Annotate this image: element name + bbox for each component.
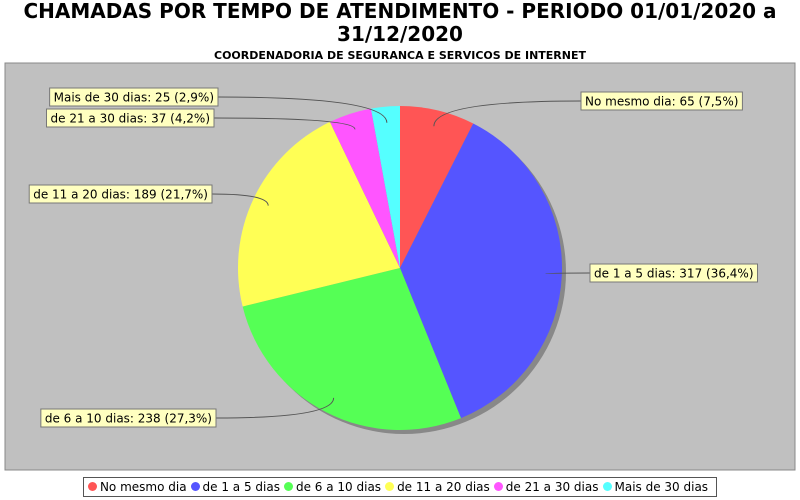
legend-label: de 1 a 5 dias — [202, 480, 280, 494]
legend-label: de 21 a 30 dias — [505, 480, 599, 494]
legend-label: Mais de 30 dias — [614, 480, 709, 494]
label-box — [580, 91, 743, 111]
label-text: de 6 a 10 dias: 238 (27,3%) — [45, 412, 212, 426]
label-box — [28, 184, 213, 204]
slice-label: de 21 a 30 dias: 37 (4,2%) — [46, 108, 215, 128]
link-line — [211, 193, 269, 206]
label-text: Mais de 30 dias: 25 (2,9%) — [54, 91, 214, 105]
legend-label: de 11 a 20 dias — [397, 480, 490, 494]
legend-label: de 6 a 10 dias — [295, 480, 382, 494]
link-line — [433, 100, 582, 127]
pie-slice — [242, 268, 461, 430]
legend-item: de 6 a 10 dias — [283, 480, 382, 494]
legend-item: de 11 a 20 dias — [385, 480, 490, 494]
slice-label: No mesmo dia: 65 (7,5%) — [580, 91, 743, 111]
slice-label: Mais de 30 dias: 25 (2,9%) — [49, 87, 219, 107]
link-line — [217, 96, 388, 123]
slice-label: de 1 a 5 dias: 317 (36,4%) — [589, 263, 758, 283]
label-box — [40, 408, 217, 428]
label-text: de 11 a 20 dias: 189 (21,7%) — [33, 188, 208, 202]
chart-subtitle: COORDENADORIA DE SEGURANCA E SERVICOS DE… — [214, 49, 586, 62]
pie-slice — [400, 123, 562, 419]
legend-marker — [283, 482, 293, 491]
legend-item: No mesmo dia — [87, 480, 187, 494]
chart-title: CHAMADAS POR TEMPO DE ATENDIMENTO - PERI… — [23, 0, 777, 46]
label-box — [46, 108, 215, 128]
link-line — [545, 272, 591, 275]
slice-label: de 11 a 20 dias: 189 (21,7%) — [28, 184, 213, 204]
pie-slice — [329, 108, 400, 268]
legend-marker — [385, 482, 395, 491]
legend-label: No mesmo dia — [99, 480, 187, 494]
legend-box: No mesmo dia de 1 a 5 dias de 6 a 10 dias d… — [82, 477, 718, 497]
legend-item: Mais de 30 dias — [602, 480, 709, 494]
legend-marker — [87, 482, 97, 491]
link-line — [215, 397, 335, 419]
label-text: de 21 a 30 dias: 37 (4,2%) — [51, 112, 211, 126]
slice-label: de 6 a 10 dias: 238 (27,3%) — [40, 408, 217, 428]
label-text: de 1 a 5 dias: 317 (36,4%) — [594, 267, 754, 281]
link-line — [213, 117, 356, 130]
pie-slice — [370, 106, 400, 268]
legend-item: de 21 a 30 dias — [493, 480, 599, 494]
label-box — [589, 263, 758, 283]
legend-item: de 1 a 5 dias — [190, 480, 280, 494]
pie-slice — [237, 121, 400, 307]
label-box — [49, 87, 219, 107]
legend-marker — [602, 482, 612, 491]
legend: No mesmo dia de 1 a 5 dias de 6 a 10 dias d… — [0, 476, 800, 497]
legend-marker — [493, 482, 503, 491]
pie-slice — [400, 106, 474, 268]
legend-marker — [190, 482, 200, 491]
label-text: No mesmo dia: 65 (7,5%) — [585, 95, 738, 109]
